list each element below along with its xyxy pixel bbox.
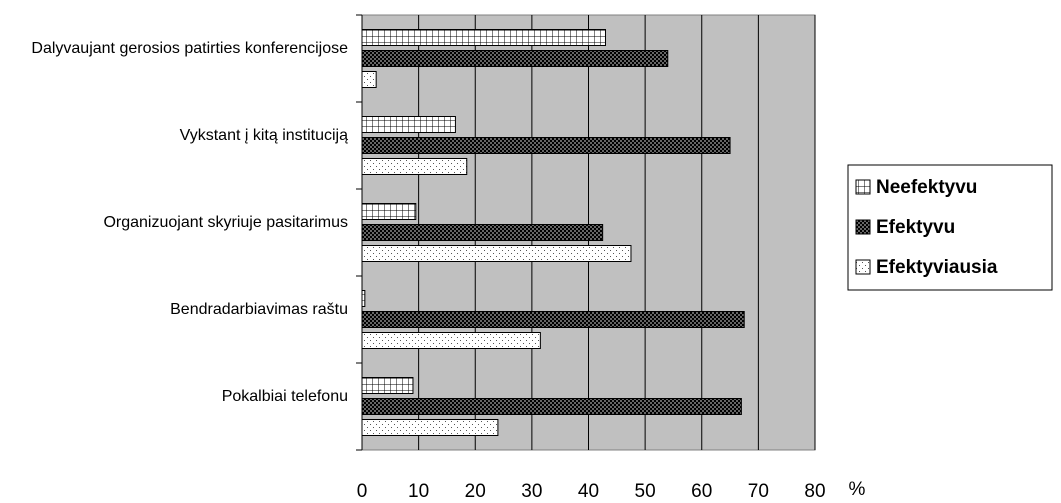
- x-tick-label: 70: [748, 481, 769, 502]
- x-tick-label: 20: [465, 481, 486, 502]
- bar: [361, 398, 742, 415]
- bar: [361, 290, 366, 307]
- x-tick-label: 30: [521, 481, 542, 502]
- bar: [361, 332, 541, 349]
- category-text: Pokalbiai telefonu: [221, 388, 348, 405]
- x-tick-label: 40: [578, 481, 599, 502]
- bar: [361, 377, 414, 394]
- category-text: Organizuojant skyriuje pasitarimus: [103, 214, 348, 231]
- x-tick-label: 60: [691, 481, 712, 502]
- y-tick-label: Bendradarbiavimas raštu: [0, 280, 348, 340]
- x-axis-label: %: [849, 479, 866, 500]
- x-tick-label: 10: [408, 481, 429, 502]
- legend-swatch: [855, 179, 871, 195]
- legend-swatch: [855, 259, 871, 275]
- category-text: Vykstant į kitą instituciją: [179, 127, 348, 144]
- legend-swatch: [855, 219, 871, 235]
- category-text: Bendradarbiavimas raštu: [170, 301, 348, 318]
- bar: [361, 137, 731, 154]
- bar: [361, 29, 606, 46]
- bar: [361, 245, 632, 262]
- bar: [361, 50, 669, 67]
- y-tick-label: Pokalbiai telefonu: [0, 367, 348, 427]
- x-tick-label: 80: [804, 481, 825, 502]
- category-text: Dalyvaujant gerosios patirties konferenc…: [31, 40, 348, 57]
- bar: [361, 203, 417, 220]
- bar: [361, 419, 499, 436]
- legend-label: Neefektyvu: [876, 177, 977, 198]
- y-tick-label: Vykstant į kitą instituciją: [0, 106, 348, 166]
- legend-label: Efektyviausia: [876, 257, 998, 278]
- y-tick-label: Organizuojant skyriuje pasitarimus: [0, 193, 348, 253]
- bar: [361, 71, 377, 88]
- bar: [361, 224, 604, 241]
- legend-label: Efektyvu: [876, 217, 955, 238]
- bar: [361, 116, 456, 133]
- bar: [361, 158, 468, 175]
- bar: [361, 311, 745, 328]
- x-tick-label: 0: [357, 481, 368, 502]
- y-tick-label: Dalyvaujant gerosios patirties konferenc…: [0, 19, 348, 79]
- x-tick-label: 50: [635, 481, 656, 502]
- legend-box: [847, 164, 1053, 291]
